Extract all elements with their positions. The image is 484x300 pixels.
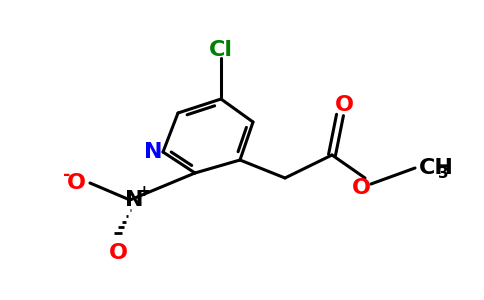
Text: +: + [137, 184, 151, 200]
Text: N: N [144, 142, 162, 162]
Text: 3: 3 [438, 166, 448, 181]
Text: N: N [125, 190, 143, 210]
Text: O: O [108, 243, 127, 263]
Text: O: O [351, 178, 370, 198]
Text: O: O [334, 95, 353, 115]
Text: O: O [66, 173, 86, 193]
Text: -: - [63, 166, 71, 184]
Text: Cl: Cl [209, 40, 233, 60]
Text: CH: CH [419, 158, 454, 178]
